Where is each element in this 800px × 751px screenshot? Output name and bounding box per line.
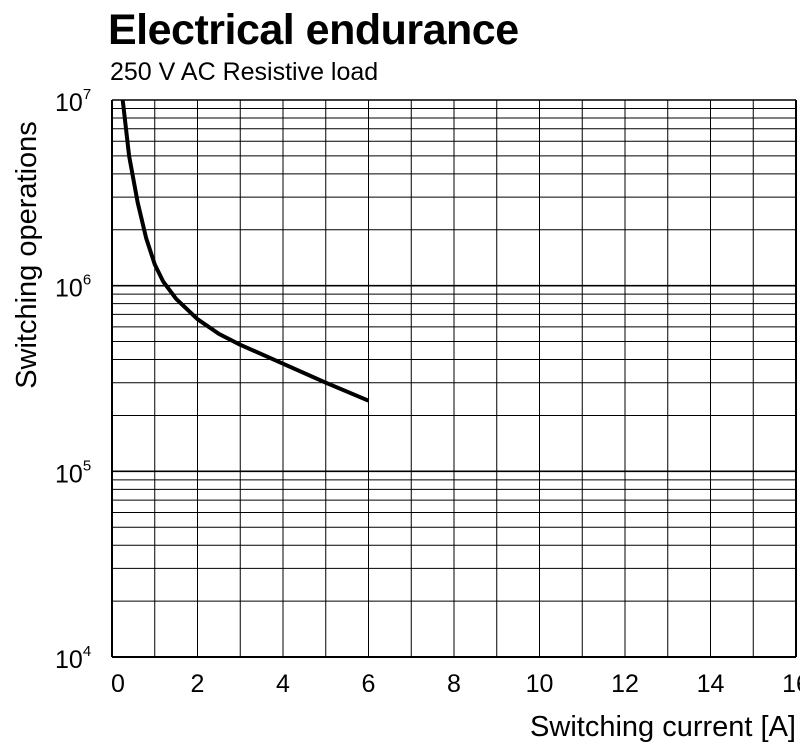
tick-labels: 0 2 4 6 8 10 12 14 16 104 105 106 107 <box>55 86 800 698</box>
x-tick-label: 0 <box>111 670 125 698</box>
y-axis-label: Switching operations <box>11 121 43 389</box>
y-tick-label: 107 <box>55 86 91 117</box>
x-tick-label: 12 <box>611 670 639 698</box>
x-tick-label: 8 <box>447 670 461 698</box>
y-tick-label: 105 <box>55 457 91 488</box>
grid <box>111 99 797 658</box>
x-tick-label: 2 <box>191 670 205 698</box>
y-tick-label: 104 <box>55 643 91 674</box>
x-axis-label: Switching current [A] <box>530 711 796 743</box>
y-tick-label: 106 <box>55 272 91 303</box>
chart-title: Electrical endurance <box>108 6 519 54</box>
x-tick-label: 6 <box>362 670 376 698</box>
x-tick-label: 4 <box>276 670 290 698</box>
x-tick-label: 10 <box>526 670 554 698</box>
series-line <box>120 99 370 403</box>
chart-subtitle: 250 V AC Resistive load <box>110 58 379 86</box>
x-tick-label: 16 <box>782 670 800 698</box>
x-tick-label: 14 <box>697 670 725 698</box>
